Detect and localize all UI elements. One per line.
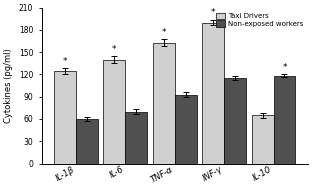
Bar: [251, 115, 274, 163]
Bar: [224, 78, 246, 163]
Text: *: *: [162, 28, 166, 37]
Bar: [202, 22, 224, 163]
Bar: [125, 112, 147, 163]
Bar: [175, 94, 197, 163]
Text: *: *: [282, 63, 287, 72]
Bar: [103, 60, 125, 163]
Y-axis label: Cytokines (pg/ml): Cytokines (pg/ml): [4, 48, 13, 123]
Text: *: *: [63, 57, 67, 66]
Bar: [153, 43, 175, 163]
Legend: Taxi Drivers, Non-exposed workers: Taxi Drivers, Non-exposed workers: [215, 11, 305, 28]
Bar: [76, 119, 98, 163]
Text: *: *: [112, 45, 117, 54]
Bar: [54, 71, 76, 163]
Text: *: *: [211, 8, 215, 17]
Bar: [274, 76, 295, 163]
